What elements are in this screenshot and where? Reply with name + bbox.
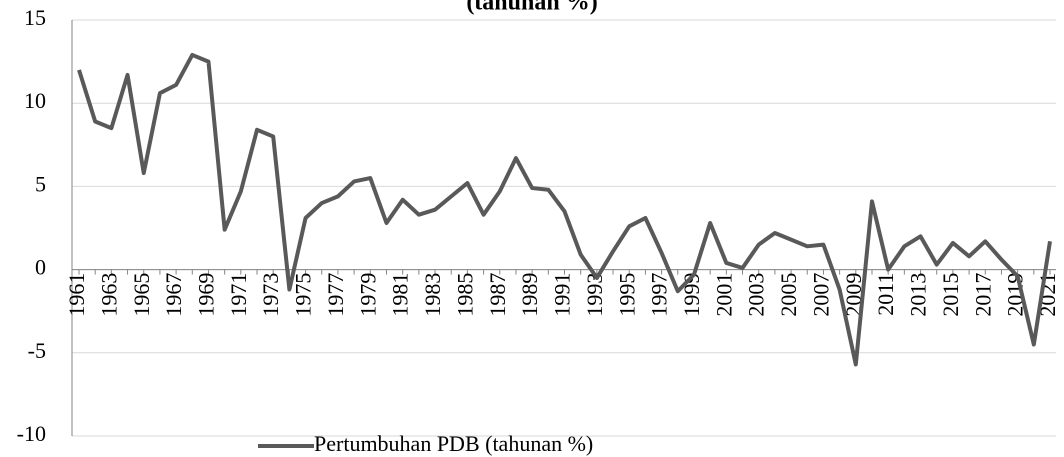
x-tick-label: 1965 (129, 273, 154, 317)
x-tick-label: 1979 (355, 273, 380, 317)
chart-title: (tahunan %) (466, 0, 597, 16)
x-tick-label: 1963 (96, 273, 121, 317)
x-tick-label: 1961 (64, 273, 89, 317)
x-tick-label: 1993 (582, 273, 607, 317)
x-tick-label: 1991 (550, 273, 575, 317)
y-tick-label: 15 (24, 5, 46, 30)
x-tick-label: 1975 (291, 273, 316, 317)
y-tick-label: 10 (24, 88, 46, 113)
legend-label: Pertumbuhan PDB (tahunan %) (314, 431, 593, 456)
series-line (77, 52, 1052, 367)
y-tick-label: -5 (28, 338, 46, 363)
x-tick-label: 1983 (420, 273, 445, 317)
x-tick-label: 1987 (485, 273, 510, 317)
x-tick-label: 1973 (258, 273, 283, 317)
x-tick-label: 1969 (194, 273, 219, 317)
x-tick-label: 2003 (744, 273, 769, 317)
x-tick-label: 2011 (873, 273, 898, 316)
x-tick-label: 1989 (517, 273, 542, 317)
x-tick-label: 1971 (226, 273, 251, 317)
y-tick-label: -10 (17, 421, 46, 446)
x-tick-label: 1967 (161, 273, 186, 317)
x-tick-label: 1995 (614, 273, 639, 317)
x-tick-label: 2017 (970, 273, 995, 317)
x-tick-label: 2001 (711, 273, 736, 317)
y-tick-label: 5 (35, 171, 46, 196)
x-tick-label: 2005 (776, 273, 801, 317)
x-tick-label: 2007 (808, 273, 833, 317)
x-tick-label: 1985 (452, 273, 477, 317)
x-tick-label: 2013 (906, 273, 931, 317)
x-tick-label: 1977 (323, 273, 348, 317)
y-tick-label: 0 (35, 255, 46, 280)
x-tick-label: 1981 (388, 273, 413, 317)
x-tick-label: 2015 (938, 273, 963, 317)
x-tick-label: 1997 (647, 273, 672, 317)
